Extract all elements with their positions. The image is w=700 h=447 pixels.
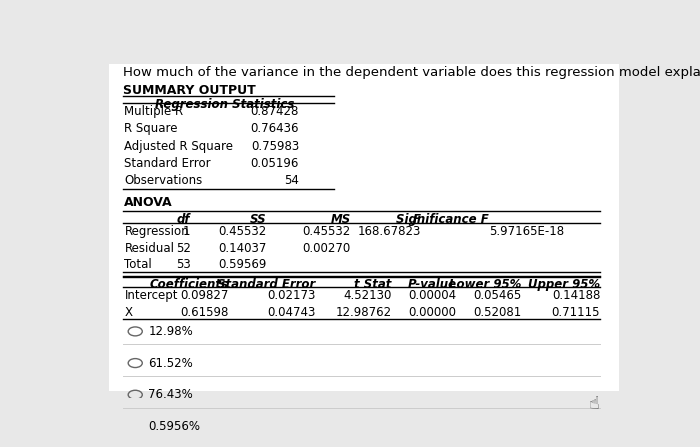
Text: 76.43%: 76.43%	[148, 388, 193, 401]
Text: Residual: Residual	[125, 242, 174, 255]
Text: 0.71115: 0.71115	[552, 306, 600, 319]
Text: t Stat: t Stat	[354, 278, 391, 291]
Text: 61.52%: 61.52%	[148, 357, 193, 370]
Text: 53: 53	[176, 258, 190, 271]
Text: 12.98762: 12.98762	[335, 306, 391, 319]
Text: How much of the variance in the dependent variable does this regression model ex: How much of the variance in the dependen…	[122, 66, 700, 79]
Text: 0.76436: 0.76436	[251, 122, 299, 135]
Text: P-value: P-value	[407, 278, 456, 291]
Text: Standard Error: Standard Error	[125, 157, 211, 170]
Text: Significance F: Significance F	[396, 213, 489, 226]
Text: 0.05196: 0.05196	[251, 157, 299, 170]
Text: 0.05465: 0.05465	[473, 289, 522, 302]
Text: 0.00004: 0.00004	[408, 289, 456, 302]
Text: 52: 52	[176, 242, 190, 255]
Text: SS: SS	[250, 213, 267, 226]
Text: Standard Error: Standard Error	[217, 278, 315, 291]
Text: 0.87428: 0.87428	[251, 105, 299, 118]
Text: 5.97165E-18: 5.97165E-18	[489, 225, 564, 238]
Text: X: X	[125, 306, 132, 319]
Text: 0.52081: 0.52081	[473, 306, 522, 319]
Text: Observations: Observations	[125, 174, 202, 187]
FancyBboxPatch shape	[109, 64, 619, 391]
Text: R Square: R Square	[125, 122, 178, 135]
Text: 0.09827: 0.09827	[180, 289, 228, 302]
Text: 0.14188: 0.14188	[552, 289, 600, 302]
Text: 0.00000: 0.00000	[408, 306, 456, 319]
Text: 0.04743: 0.04743	[267, 306, 315, 319]
Text: 0.5956%: 0.5956%	[148, 420, 200, 433]
Text: Lower 95%: Lower 95%	[449, 278, 522, 291]
Text: ☝: ☝	[589, 395, 600, 413]
Text: 168.67823: 168.67823	[358, 225, 421, 238]
Text: 4.52130: 4.52130	[343, 289, 391, 302]
Text: 1: 1	[183, 225, 190, 238]
Text: Intercept: Intercept	[125, 289, 178, 302]
Text: 0.02173: 0.02173	[267, 289, 315, 302]
Text: MS: MS	[330, 213, 351, 226]
Text: Multiple R: Multiple R	[125, 105, 183, 118]
Text: 0.75983: 0.75983	[251, 139, 299, 153]
Text: Regression: Regression	[125, 225, 189, 238]
Text: ANOVA: ANOVA	[125, 196, 173, 209]
Text: 0.00270: 0.00270	[302, 242, 351, 255]
Text: SUMMARY OUTPUT: SUMMARY OUTPUT	[122, 84, 256, 97]
Text: 0.14037: 0.14037	[218, 242, 267, 255]
Text: Coefficients: Coefficients	[150, 278, 228, 291]
Text: 0.59569: 0.59569	[218, 258, 267, 271]
Text: 0.45532: 0.45532	[218, 225, 267, 238]
Text: 12.98%: 12.98%	[148, 325, 193, 338]
Text: Adjusted R Square: Adjusted R Square	[125, 139, 233, 153]
Text: 0.61598: 0.61598	[180, 306, 228, 319]
Text: 54: 54	[284, 174, 299, 187]
Text: 0.45532: 0.45532	[302, 225, 351, 238]
Text: df: df	[177, 213, 190, 226]
Text: Regression Statistics: Regression Statistics	[155, 98, 295, 111]
Text: F: F	[413, 213, 421, 226]
Text: Total: Total	[125, 258, 152, 271]
Text: Upper 95%: Upper 95%	[528, 278, 600, 291]
